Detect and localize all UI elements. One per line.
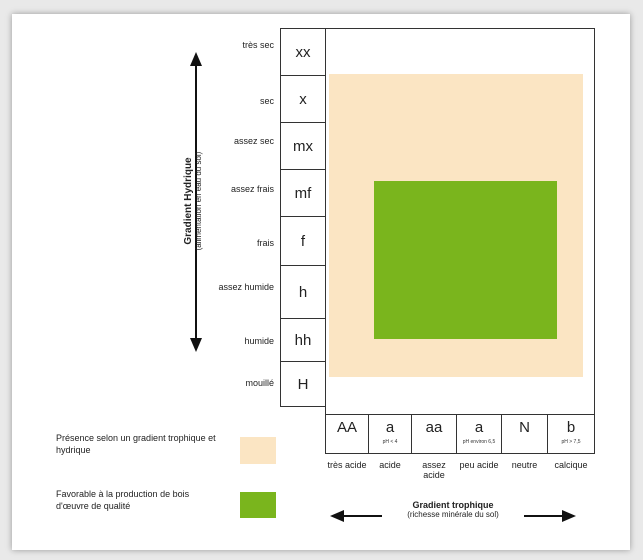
hydric-code-cell: f [280, 216, 326, 266]
hydric-code-cell: x [280, 75, 326, 123]
trophic-axis-title: Gradient trophique [412, 500, 494, 510]
trophic-ph: pH < 4 [382, 439, 398, 445]
hydric-label: très sec [242, 40, 274, 50]
hydric-axis-arrow [190, 52, 202, 352]
hydric-code-cell: xx [280, 28, 326, 76]
legend-swatch-presence [240, 437, 276, 464]
hydric-label: assez humide [218, 282, 274, 292]
diagram-card: Gradient Hydrique (alimentation en eau d… [12, 14, 630, 550]
legend-text-favorable: Favorable à la production de bois d'œuvr… [56, 489, 190, 511]
hydric-label: assez sec [233, 136, 274, 146]
trophic-code: a [385, 419, 395, 436]
hydric-labels: très sec sec assez sec assez frais frais… [212, 26, 274, 406]
hydric-code-cell: mx [280, 122, 326, 170]
trophic-axis-subtitle: (richesse minérale du sol) [407, 510, 499, 519]
trophic-code: aa [425, 419, 443, 436]
hydric-label: assez frais [230, 184, 274, 194]
hydric-axis-subtitle: (alimentation en eau du sol) [194, 151, 203, 251]
trophic-label: calcique [554, 460, 588, 470]
hydric-label: frais [256, 238, 274, 248]
trophic-label: assez acide [422, 460, 446, 480]
trophic-code: N [519, 419, 530, 436]
trophic-axis-title-block: Gradient trophique (richesse minérale du… [382, 500, 524, 519]
hydric-code-cell: mf [280, 169, 326, 217]
plot-area [325, 28, 595, 415]
trophic-code: a [474, 419, 484, 436]
trophic-code: AA [336, 419, 357, 436]
trophic-code: b [566, 419, 576, 436]
hydric-code-cell: hh [280, 318, 326, 362]
hydric-axis-title: Gradient Hydrique [183, 157, 194, 245]
trophic-label: neutre [511, 460, 538, 470]
trophic-code-cell: AA [325, 414, 369, 454]
hydric-label: sec [259, 96, 274, 106]
trophic-label: très acide [327, 460, 367, 470]
hydric-code-cell: H [280, 361, 326, 407]
trophic-code-cell: aa [411, 414, 457, 454]
trophic-code-cell: b pH > 7,5 [547, 414, 595, 454]
legend-text-presence: Présence selon un gradient trophique et … [56, 433, 216, 455]
trophic-ph: pH environ 6,5 [462, 439, 496, 445]
hydric-label: mouillé [245, 378, 274, 388]
trophic-code-cell: N [501, 414, 548, 454]
trophic-ph: pH > 7,5 [561, 439, 581, 445]
hydric-label: humide [244, 336, 274, 346]
trophic-label: acide [379, 460, 401, 470]
trophic-label: peu acide [459, 460, 499, 470]
trophic-code-cell: a pH environ 6,5 [456, 414, 502, 454]
hydric-code-cell: h [280, 265, 326, 319]
trophic-code-cell: a pH < 4 [368, 414, 412, 454]
favorable-zone [374, 181, 557, 339]
legend-swatch-favorable [240, 492, 276, 518]
